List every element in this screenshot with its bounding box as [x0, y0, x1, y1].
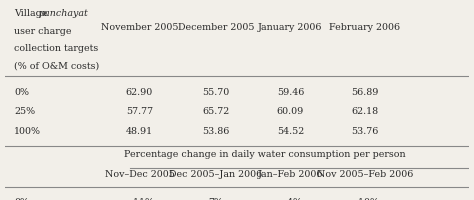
Text: 65.72: 65.72 — [202, 107, 230, 116]
Text: −10%: −10% — [350, 198, 379, 200]
Text: 54.52: 54.52 — [277, 127, 304, 136]
Text: Nov–Dec 2005: Nov–Dec 2005 — [104, 170, 174, 179]
Text: 60.09: 60.09 — [277, 107, 304, 116]
Text: 56.89: 56.89 — [351, 88, 378, 97]
Text: 48.91: 48.91 — [126, 127, 153, 136]
Text: Nov 2005–Feb 2006: Nov 2005–Feb 2006 — [317, 170, 413, 179]
Text: 59.46: 59.46 — [277, 88, 304, 97]
Text: −4%: −4% — [279, 198, 302, 200]
Text: 62.18: 62.18 — [351, 107, 378, 116]
Text: 53.76: 53.76 — [351, 127, 378, 136]
Text: Dec 2005–Jan 2006: Dec 2005–Jan 2006 — [170, 170, 263, 179]
Text: user charge: user charge — [14, 26, 72, 36]
Text: (% of O&M costs): (% of O&M costs) — [14, 62, 99, 71]
Text: Village: Village — [14, 9, 50, 18]
Text: 62.90: 62.90 — [126, 88, 153, 97]
Text: 0%: 0% — [14, 88, 29, 97]
Text: 55.70: 55.70 — [202, 88, 230, 97]
Text: 53.86: 53.86 — [202, 127, 230, 136]
Text: panchayat: panchayat — [38, 9, 88, 18]
Text: November 2005: November 2005 — [100, 23, 178, 32]
Text: 0%: 0% — [14, 198, 29, 200]
Text: 100%: 100% — [14, 127, 41, 136]
Text: January 2006: January 2006 — [258, 23, 323, 32]
Text: 7%: 7% — [209, 198, 224, 200]
Text: collection targets: collection targets — [14, 44, 98, 53]
Text: December 2005: December 2005 — [178, 23, 255, 32]
Text: 25%: 25% — [14, 107, 35, 116]
Text: 57.77: 57.77 — [126, 107, 153, 116]
Text: Jan–Feb 2006: Jan–Feb 2006 — [258, 170, 323, 179]
Text: Percentage change in daily water consumption per person: Percentage change in daily water consump… — [124, 150, 406, 159]
Text: February 2006: February 2006 — [329, 23, 401, 32]
Text: −11%: −11% — [125, 198, 154, 200]
